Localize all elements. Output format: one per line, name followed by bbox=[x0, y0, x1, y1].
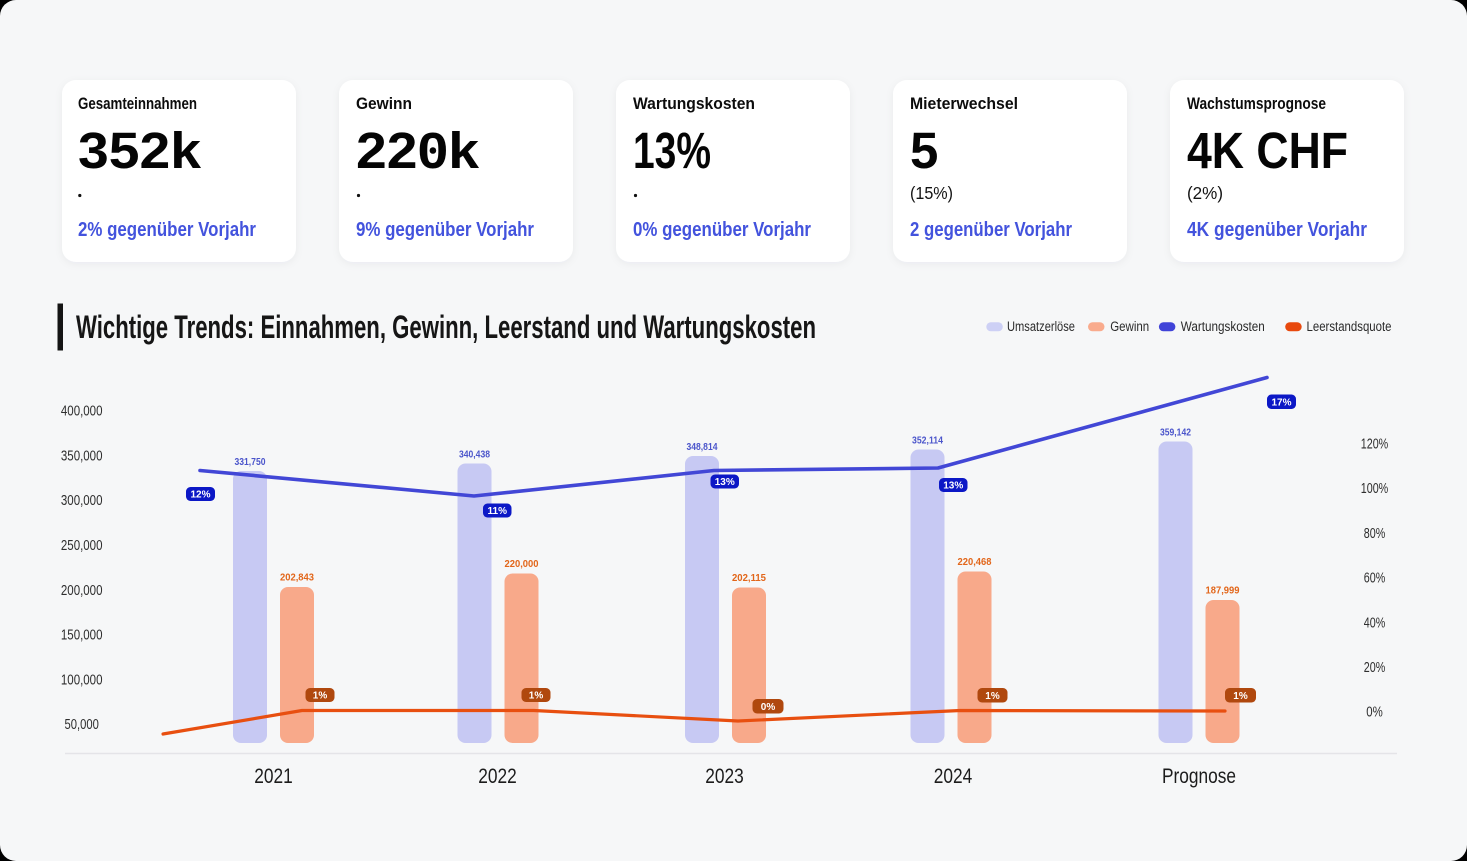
svg-text:50,000: 50,000 bbox=[65, 717, 99, 733]
svg-text:250,000: 250,000 bbox=[61, 538, 103, 554]
svg-text:Wartungskosten: Wartungskosten bbox=[1181, 319, 1265, 334]
svg-text:(2%): (2%) bbox=[1187, 183, 1223, 203]
svg-text:352k: 352k bbox=[78, 122, 202, 179]
svg-text:Wichtige Trends: Einnahmen, Ge: Wichtige Trends: Einnahmen, Gewinn, Leer… bbox=[76, 309, 816, 345]
svg-text:348,814: 348,814 bbox=[687, 442, 718, 453]
svg-text:Umsatzerlöse: Umsatzerlöse bbox=[1007, 319, 1075, 334]
svg-text:200,000: 200,000 bbox=[61, 583, 103, 599]
svg-text:17%: 17% bbox=[1271, 397, 1291, 408]
svg-text:11%: 11% bbox=[488, 506, 508, 517]
svg-text:2 gegenüber Vorjahr: 2 gegenüber Vorjahr bbox=[910, 219, 1072, 241]
svg-text:0%: 0% bbox=[761, 702, 776, 713]
svg-text:150,000: 150,000 bbox=[61, 628, 103, 644]
svg-text:13%: 13% bbox=[715, 477, 735, 488]
svg-text:60%: 60% bbox=[1364, 571, 1386, 587]
svg-text:12%: 12% bbox=[190, 490, 210, 501]
svg-text:220,468: 220,468 bbox=[958, 556, 992, 568]
svg-text:20%: 20% bbox=[1364, 660, 1386, 676]
svg-text:5: 5 bbox=[910, 122, 938, 179]
svg-text:120%: 120% bbox=[1361, 437, 1389, 453]
svg-text:2% gegenüber Vorjahr: 2% gegenüber Vorjahr bbox=[78, 219, 256, 241]
svg-text:100,000: 100,000 bbox=[61, 672, 103, 688]
svg-text:Wartungskosten: Wartungskosten bbox=[633, 95, 755, 113]
svg-text:340,438: 340,438 bbox=[459, 450, 490, 461]
svg-text:1%: 1% bbox=[529, 691, 544, 702]
svg-text:100%: 100% bbox=[1361, 481, 1389, 497]
svg-text:202,115: 202,115 bbox=[732, 572, 766, 584]
svg-text:1%: 1% bbox=[985, 691, 1000, 702]
svg-text:Leerstandsquote: Leerstandsquote bbox=[1307, 319, 1392, 334]
svg-text:1%: 1% bbox=[1233, 691, 1248, 702]
svg-text:2023: 2023 bbox=[705, 765, 744, 788]
svg-text:0% gegenüber Vorjahr: 0% gegenüber Vorjahr bbox=[633, 219, 811, 241]
svg-text:Prognose: Prognose bbox=[1162, 765, 1236, 788]
svg-text:Gesamteinnahmen: Gesamteinnahmen bbox=[78, 95, 197, 113]
svg-text:Gewinn: Gewinn bbox=[356, 95, 412, 113]
svg-text:400,000: 400,000 bbox=[61, 404, 103, 420]
svg-text:Wachstumsprognose: Wachstumsprognose bbox=[1187, 95, 1326, 113]
svg-text:4K gegenüber Vorjahr: 4K gegenüber Vorjahr bbox=[1187, 219, 1367, 241]
svg-text:1%: 1% bbox=[313, 691, 328, 702]
svg-text:Mieterwechsel: Mieterwechsel bbox=[910, 95, 1018, 113]
svg-text:331,750: 331,750 bbox=[235, 457, 266, 468]
svg-text:300,000: 300,000 bbox=[61, 493, 103, 509]
svg-text:Gewinn: Gewinn bbox=[1110, 319, 1149, 334]
svg-text:0%: 0% bbox=[1366, 705, 1383, 721]
svg-text:220k: 220k bbox=[356, 122, 480, 179]
svg-text:352,114: 352,114 bbox=[912, 436, 943, 447]
svg-text:187,999: 187,999 bbox=[1206, 585, 1240, 597]
svg-text:2022: 2022 bbox=[478, 765, 517, 788]
svg-text:350,000: 350,000 bbox=[61, 448, 103, 464]
svg-text:(15%): (15%) bbox=[910, 183, 953, 203]
svg-text:202,843: 202,843 bbox=[280, 572, 314, 584]
svg-text:9% gegenüber Vorjahr: 9% gegenüber Vorjahr bbox=[356, 219, 534, 241]
svg-text:2024: 2024 bbox=[934, 765, 973, 788]
svg-text:13%: 13% bbox=[633, 122, 711, 179]
svg-text:359,142: 359,142 bbox=[1160, 428, 1191, 439]
svg-text:13%: 13% bbox=[943, 481, 963, 492]
svg-text:4K CHF: 4K CHF bbox=[1187, 122, 1348, 179]
svg-text:2021: 2021 bbox=[254, 765, 293, 788]
svg-text:40%: 40% bbox=[1364, 615, 1386, 631]
svg-text:220,000: 220,000 bbox=[505, 558, 539, 570]
svg-text:80%: 80% bbox=[1364, 526, 1386, 542]
